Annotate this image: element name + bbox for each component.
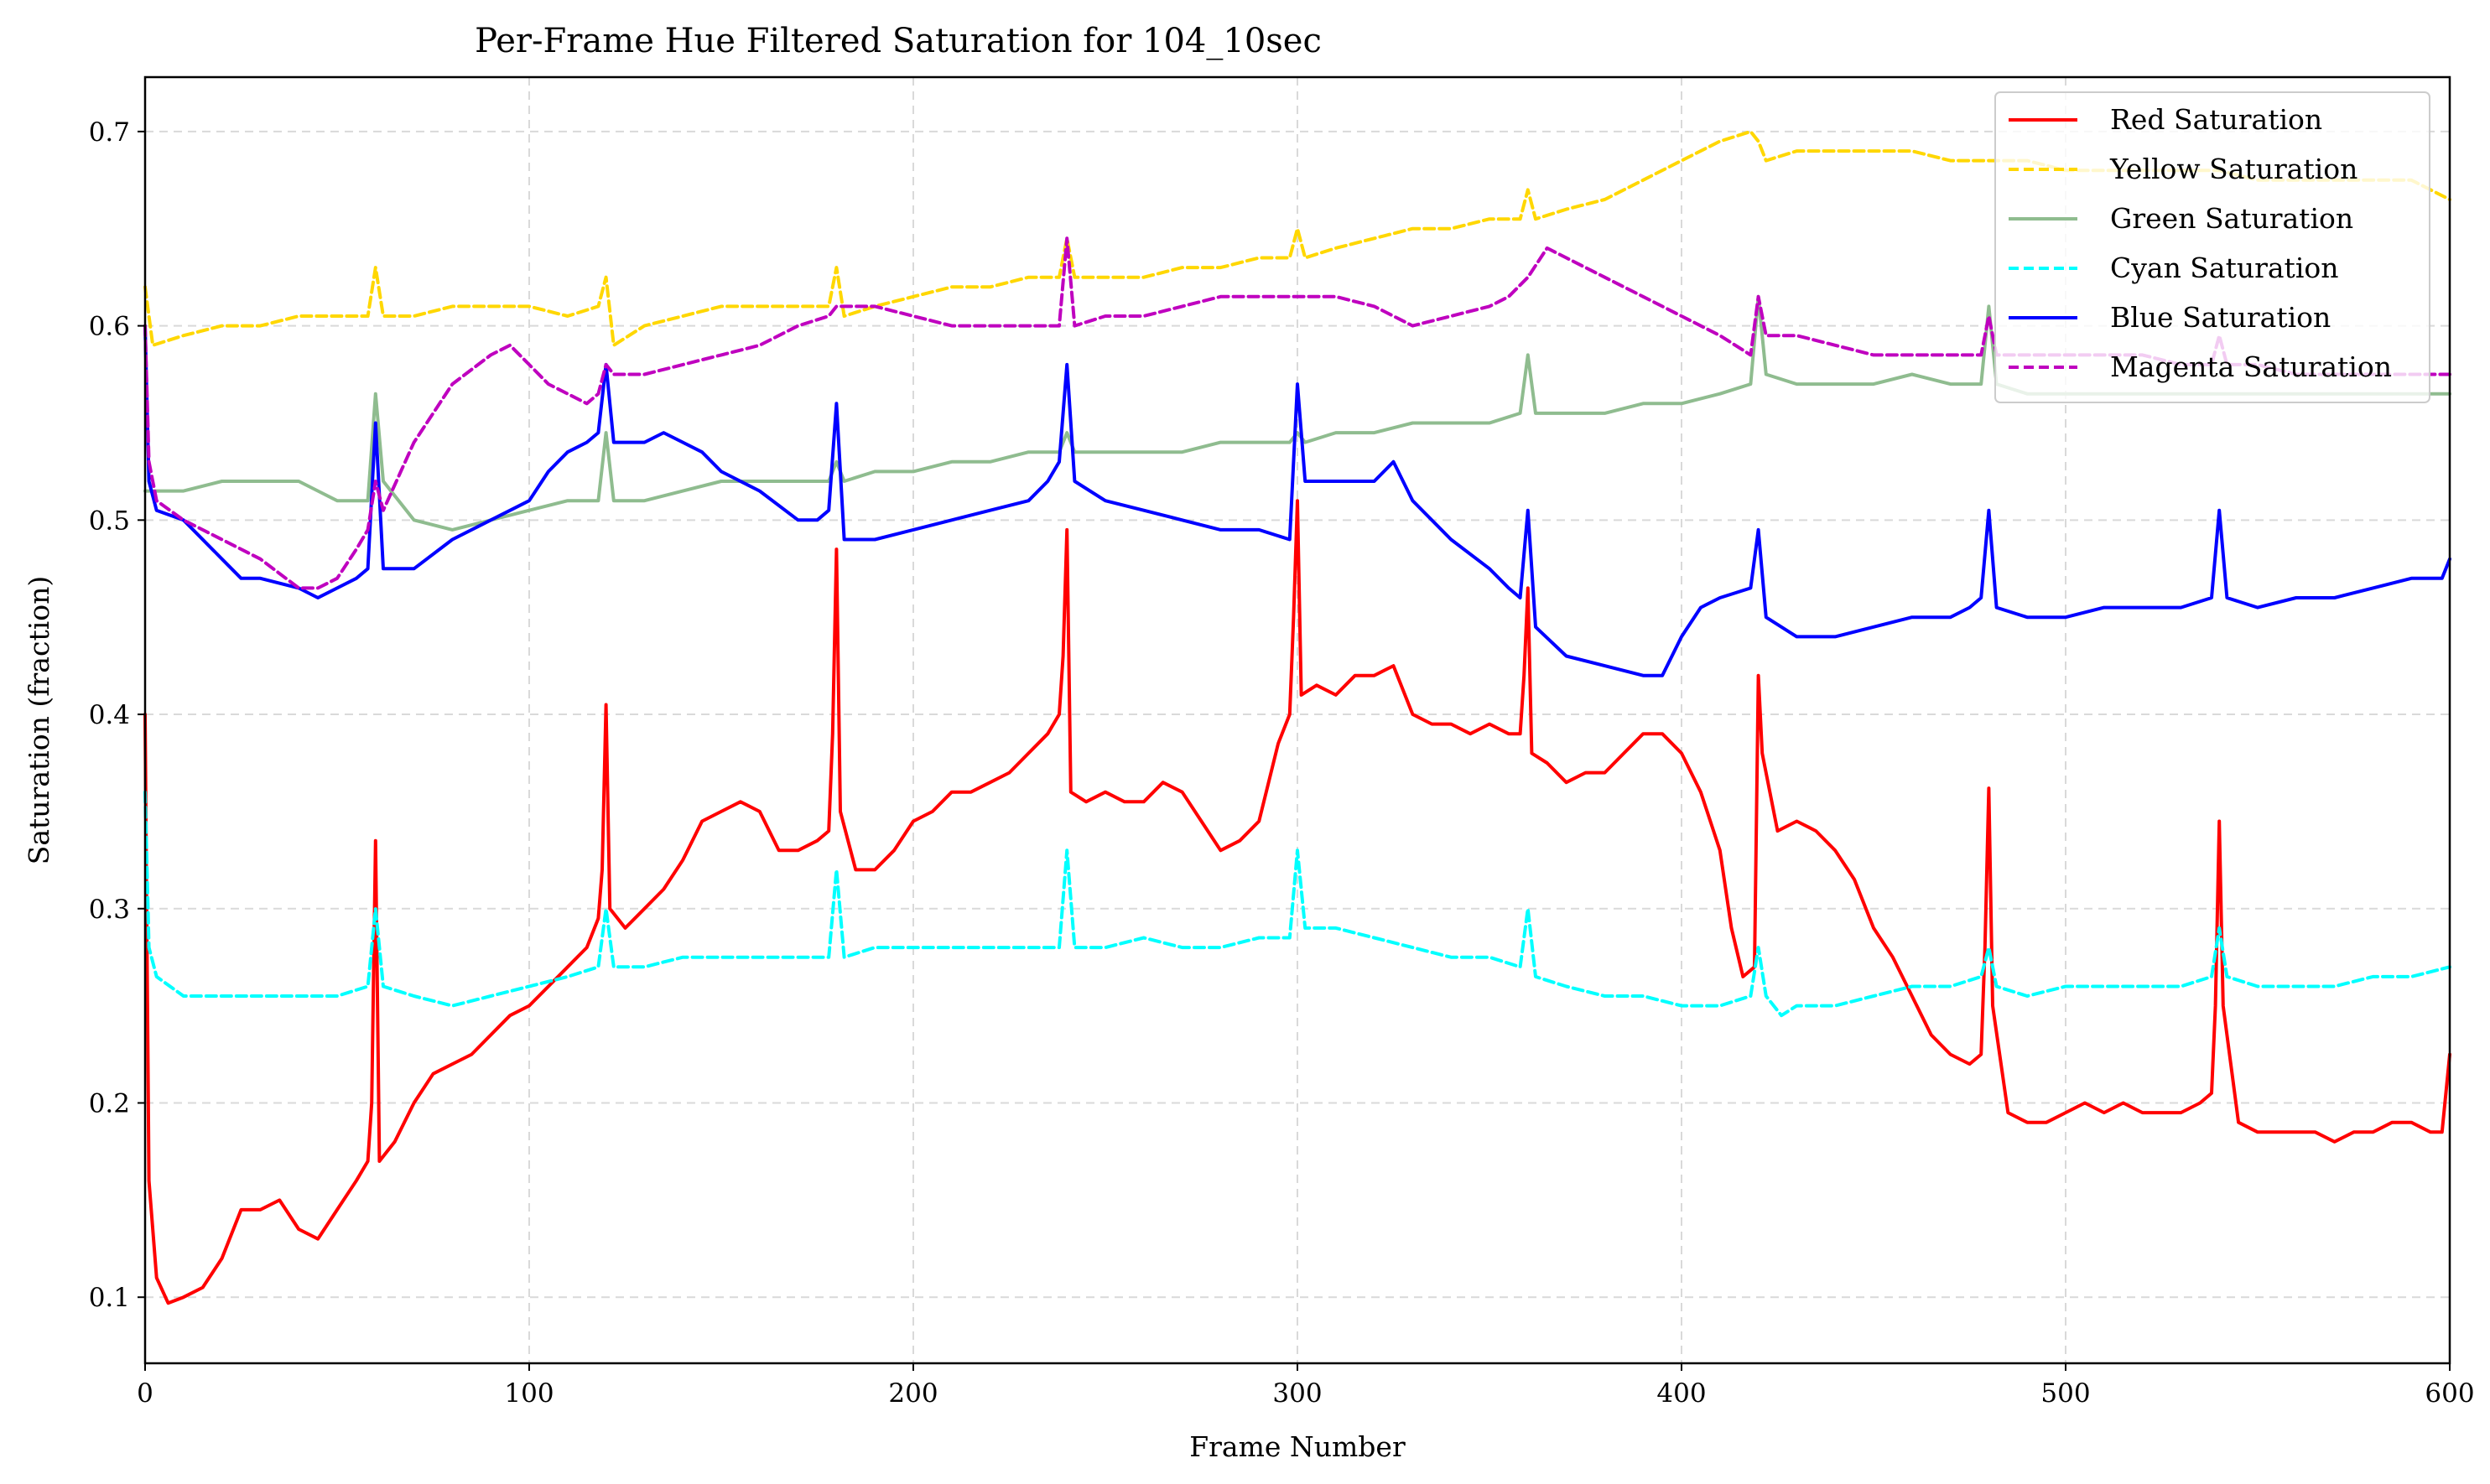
x-tick-label: 600 <box>2425 1378 2474 1409</box>
x-tick-label: 0 <box>137 1378 153 1409</box>
x-tick-label: 200 <box>888 1378 938 1409</box>
y-tick-label: 0.2 <box>89 1088 130 1118</box>
y-axis-label: Saturation (fraction) <box>23 576 55 865</box>
legend-label: Cyan Saturation <box>2110 252 2339 284</box>
legend-label: Blue Saturation <box>2110 301 2331 334</box>
legend-label: Magenta Saturation <box>2110 350 2392 383</box>
x-axis-label: Frame Number <box>1189 1430 1406 1463</box>
y-tick-label: 0.3 <box>89 895 130 925</box>
y-tick-label: 0.4 <box>89 700 130 730</box>
x-tick-label: 500 <box>2040 1378 2090 1409</box>
x-tick-label: 100 <box>504 1378 554 1409</box>
x-tick-label: 300 <box>1272 1378 1322 1409</box>
x-axis: 0 100 200 300 400 500 600 <box>137 1363 2475 1409</box>
series-line-yellow-saturation <box>143 129 2451 347</box>
series-line-blue-saturation <box>143 324 2451 677</box>
chart-title: Per-Frame Hue Filtered Saturation for 10… <box>475 22 1322 60</box>
legend-box <box>1994 91 2430 403</box>
legend: Red Saturation Yellow Saturation Green Sat… <box>1994 91 2430 403</box>
legend-label: Yellow Saturation <box>2109 153 2357 185</box>
legend-label: Red Saturation <box>2110 103 2322 136</box>
y-tick-label: 0.5 <box>89 506 130 536</box>
x-tick-label: 400 <box>1656 1378 1706 1409</box>
series-line-cyan-saturation <box>143 790 2451 1018</box>
y-tick-label: 0.6 <box>89 312 130 342</box>
series-group <box>143 129 2451 1305</box>
y-axis: 0.1 0.2 0.3 0.4 0.5 0.6 0.7 <box>89 117 145 1313</box>
y-tick-label: 0.7 <box>89 117 130 148</box>
legend-label: Green Saturation <box>2110 202 2353 235</box>
series-line-red-saturation <box>143 499 2451 1305</box>
y-tick-label: 0.1 <box>89 1283 130 1313</box>
